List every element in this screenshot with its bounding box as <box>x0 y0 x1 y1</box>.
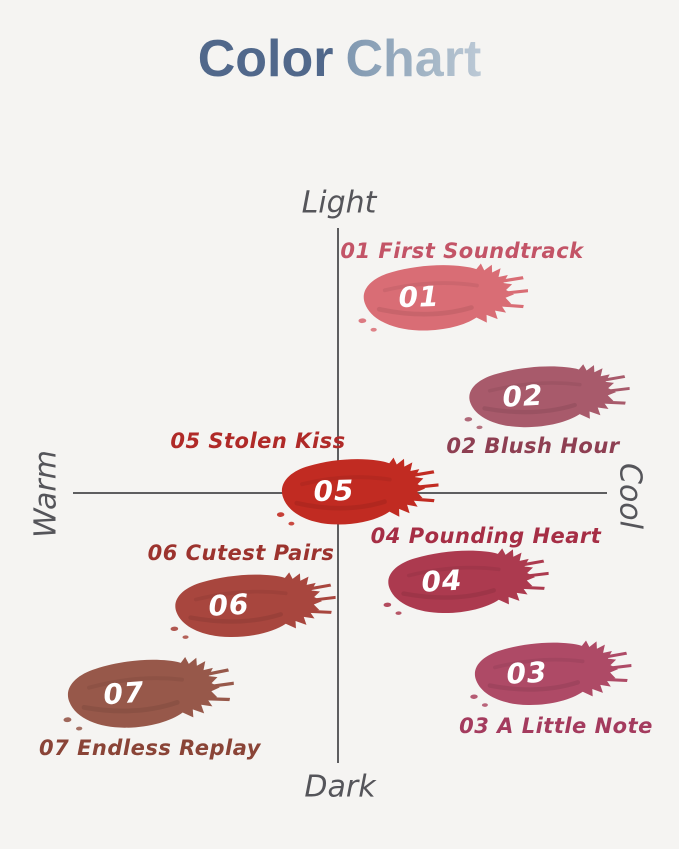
shade-swatch-03: 03 <box>456 633 624 715</box>
axis-label-warm: Warm <box>28 450 64 538</box>
shade-number-07: 07 <box>102 675 146 711</box>
shade-label-06: 06 Cutest Pairs <box>147 541 335 565</box>
shade-label-04: 04 Pounding Heart <box>370 524 602 548</box>
shade-number-05: 05 <box>312 473 355 508</box>
shade-swatch-02: 02 <box>450 357 622 438</box>
shade-swatch-05: 05 <box>264 450 431 534</box>
axis-label-cool: Cool <box>612 463 648 529</box>
shade-number-02: 02 <box>501 378 545 414</box>
shade-label-07: 07 Endless Replay <box>39 736 261 760</box>
shade-swatch-07: 07 <box>47 648 226 740</box>
axis-label-light: Light <box>301 185 377 221</box>
shade-number-01: 01 <box>397 279 440 314</box>
shade-number-06: 06 <box>207 587 251 623</box>
shade-swatch-01: 01 <box>345 256 520 340</box>
page-title: Color Chart <box>0 30 679 88</box>
shade-label-05: 05 Stolen Kiss <box>170 429 346 453</box>
shade-label-03: 03 A Little Note <box>459 714 653 738</box>
title-word-color: Color <box>197 30 334 88</box>
shade-number-04: 04 <box>420 563 464 599</box>
shade-swatch-04: 04 <box>369 541 541 624</box>
shade-label-01: 01 First Soundtrack <box>340 239 584 263</box>
title-word-chart: Chart <box>345 30 482 88</box>
shade-swatch-06: 06 <box>156 565 328 648</box>
shade-label-02: 02 Blush Hour <box>446 434 620 458</box>
shade-number-03: 03 <box>505 655 549 691</box>
axis-label-dark: Dark <box>304 769 376 805</box>
